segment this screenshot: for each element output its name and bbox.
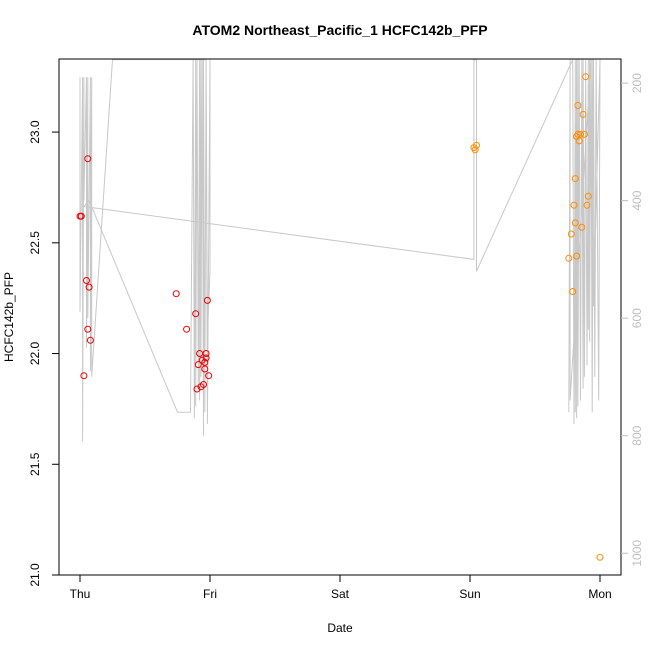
data-point-series-1 xyxy=(172,290,180,298)
chart-title: ATOM2 Northeast_Pacific_1 HCFC142b_PFP xyxy=(192,22,487,38)
y2-tick-label: 400 xyxy=(630,190,644,210)
x-tick-label: Sat xyxy=(331,587,350,601)
data-point-series-1 xyxy=(84,325,92,333)
y2-axis: 200 400 600 800 1000 xyxy=(621,73,644,567)
x-tick-label: Fri xyxy=(203,587,217,601)
y-tick-label: 23.0 xyxy=(28,120,42,144)
data-point-series-2 xyxy=(569,288,577,295)
data-point-series-2 xyxy=(579,110,587,118)
depth-profile-line xyxy=(79,59,601,442)
data-point-series-1 xyxy=(201,358,209,366)
data-point-series-2 xyxy=(575,137,583,145)
data-point-series-2 xyxy=(580,130,588,138)
data-points-layer xyxy=(76,73,604,561)
data-point-series-2 xyxy=(565,254,573,262)
data-point-series-1 xyxy=(85,283,93,291)
data-point-series-1 xyxy=(83,277,90,284)
data-point-series-1 xyxy=(183,325,191,333)
data-point-series-2 xyxy=(577,130,584,138)
data-point-series-1 xyxy=(84,155,92,163)
data-point-series-2 xyxy=(573,252,581,260)
data-point-series-1 xyxy=(200,381,207,388)
data-point-series-1 xyxy=(203,296,211,304)
data-point-series-1 xyxy=(202,350,210,357)
data-point-series-2 xyxy=(570,201,578,209)
plot-frame xyxy=(58,58,622,576)
y2-tick-label: 600 xyxy=(630,308,644,328)
data-point-series-2 xyxy=(584,192,592,200)
y-tick-label: 21.0 xyxy=(28,563,42,587)
data-point-series-1 xyxy=(201,365,209,373)
data-point-series-2 xyxy=(571,219,579,227)
y2-tick-label: 200 xyxy=(630,73,644,93)
data-point-series-2 xyxy=(471,146,479,154)
data-point-series-2 xyxy=(582,73,590,81)
data-point-series-2 xyxy=(567,230,575,238)
y-axis: 21.0 21.5 22.0 22.5 23.0 xyxy=(28,120,59,587)
data-point-series-1 xyxy=(80,372,88,380)
x-tick-label: Thu xyxy=(70,587,91,601)
depth-profile-layer xyxy=(79,59,601,442)
data-point-series-1 xyxy=(86,336,94,344)
y-axis-label: HCFC142b_PFP xyxy=(2,272,16,362)
data-point-series-2 xyxy=(571,175,579,183)
y-tick-label: 22.0 xyxy=(28,341,42,365)
y2-tick-label: 800 xyxy=(630,425,644,445)
data-point-series-2 xyxy=(578,223,586,231)
data-point-series-1 xyxy=(193,385,201,393)
data-point-series-2 xyxy=(574,102,582,109)
data-point-series-1 xyxy=(202,354,210,362)
y-tick-label: 22.5 xyxy=(28,231,42,255)
data-point-series-1 xyxy=(205,372,213,380)
y2-tick-label: 1000 xyxy=(630,540,644,567)
data-point-series-2 xyxy=(583,201,591,209)
data-point-series-1 xyxy=(77,212,85,220)
data-point-series-2 xyxy=(596,553,604,561)
x-axis-label: Date xyxy=(327,621,353,635)
x-tick-label: Mon xyxy=(588,587,611,601)
x-tick-label: Sun xyxy=(459,587,480,601)
y-tick-label: 21.5 xyxy=(28,452,42,476)
x-axis: Thu Fri Sat Sun Mon xyxy=(70,575,612,601)
data-point-series-1 xyxy=(192,310,200,318)
data-point-series-2 xyxy=(473,141,480,149)
data-point-series-1 xyxy=(194,361,202,369)
